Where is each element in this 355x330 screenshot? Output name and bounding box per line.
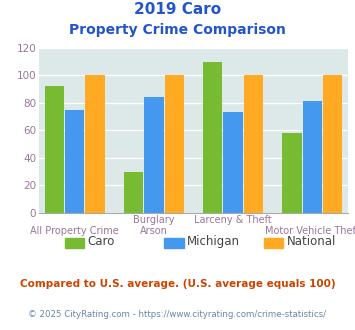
Bar — [45, 86, 64, 213]
Text: Michigan: Michigan — [187, 235, 240, 248]
Bar — [323, 75, 342, 213]
Text: All Property Crime: All Property Crime — [30, 226, 119, 236]
Text: Larceny & Theft: Larceny & Theft — [194, 215, 272, 225]
Text: Arson: Arson — [140, 226, 168, 236]
Text: Motor Vehicle Theft: Motor Vehicle Theft — [265, 226, 355, 236]
Bar — [164, 75, 184, 213]
Text: Burglary: Burglary — [133, 215, 175, 225]
Bar — [85, 75, 105, 213]
Text: Compared to U.S. average. (U.S. average equals 100): Compared to U.S. average. (U.S. average … — [20, 279, 335, 289]
Text: © 2025 CityRating.com - https://www.cityrating.com/crime-statistics/: © 2025 CityRating.com - https://www.city… — [28, 310, 327, 319]
Bar — [65, 110, 84, 213]
Bar — [244, 75, 263, 213]
Bar — [303, 102, 322, 213]
Text: 2019 Caro: 2019 Caro — [134, 2, 221, 16]
Bar — [282, 133, 302, 213]
Bar — [124, 172, 143, 213]
Bar — [203, 62, 223, 213]
Text: Caro: Caro — [88, 235, 115, 248]
Bar — [144, 97, 164, 213]
Bar — [223, 113, 243, 213]
Text: Property Crime Comparison: Property Crime Comparison — [69, 23, 286, 37]
Text: National: National — [287, 235, 336, 248]
